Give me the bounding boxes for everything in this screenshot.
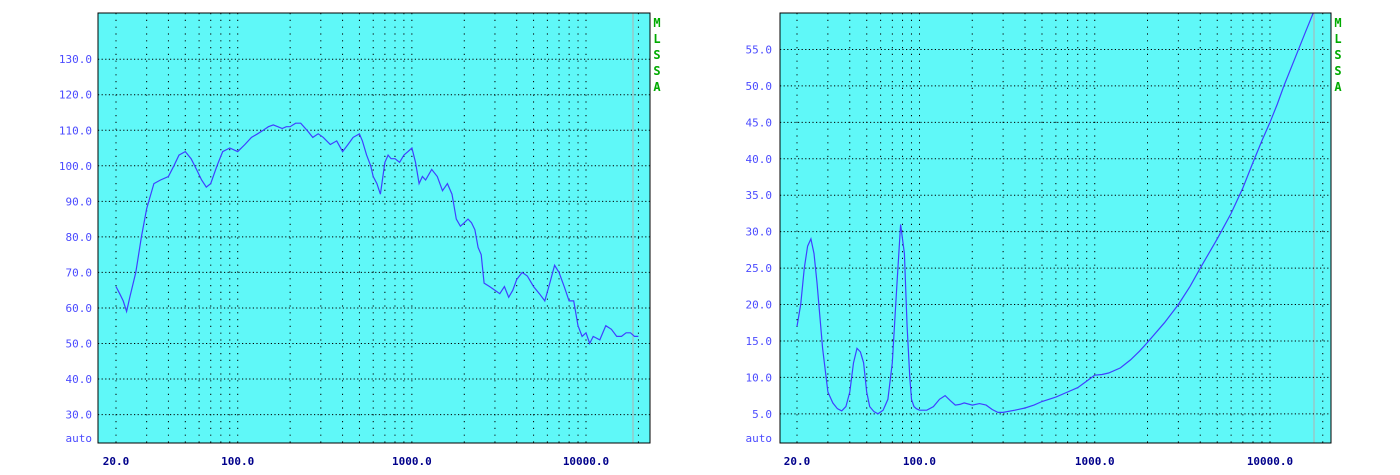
x-tick-label: 20.0 (784, 455, 811, 468)
y-tick-label: 30.0 (746, 226, 773, 239)
y-tick-label: 70.0 (66, 266, 93, 279)
y-auto-label: auto (746, 432, 773, 445)
series-line (115, 122, 639, 346)
y-tick-label: 25.0 (746, 262, 773, 275)
y-tick-label: 90.0 (66, 195, 93, 208)
y-tick-label: 130.0 (59, 53, 92, 66)
side-label-char: L (653, 32, 660, 46)
y-auto-label: auto (66, 432, 93, 445)
x-tick-label: 1000.0 (392, 455, 432, 468)
y-tick-label: 55.0 (746, 43, 773, 56)
y-tick-label: 50.0 (746, 80, 773, 93)
side-label-char: S (1334, 64, 1341, 78)
y-tick-label: 5.0 (752, 408, 772, 421)
y-tick-label: 120.0 (59, 89, 92, 102)
y-tick-label: 10.0 (746, 371, 773, 384)
y-tick-label: 60.0 (66, 302, 93, 315)
plot-frame (97, 12, 651, 444)
side-label-char: S (653, 48, 660, 62)
side-label-char: M (1334, 16, 1341, 30)
x-tick-label: 10000.0 (1247, 455, 1293, 468)
y-tick-label: 40.0 (746, 153, 773, 166)
y-tick-label: 50.0 (66, 337, 93, 350)
side-label-char: L (1334, 32, 1341, 46)
impedance-chart: 55.0 50.0 45.0 40.0 35.0 30.0 25.0 20.0 15.0 10.0… (746, 12, 1342, 468)
y-tick-label: 110.0 (59, 124, 92, 137)
x-tick-label: 20.0 (103, 455, 130, 468)
y-tick-label: 30.0 (66, 409, 93, 422)
plot-area (780, 13, 1331, 443)
y-tick-label: 40.0 (66, 373, 93, 386)
x-tick-label: 100.0 (221, 455, 254, 468)
spl-chart: 130.0 120.0 110.0 100.0 90.0 80.0 70.0 60.0 50.0… (59, 12, 661, 468)
y-tick-label: 20.0 (746, 299, 773, 312)
side-label-char: A (1334, 80, 1342, 94)
plot-area (98, 13, 650, 443)
side-label-char: S (653, 64, 660, 78)
y-tick-label: 80.0 (66, 231, 93, 244)
plot-frame (779, 12, 1332, 444)
y-tick-label: 35.0 (746, 189, 773, 202)
x-tick-label: 100.0 (903, 455, 936, 468)
x-tick-label: 10000.0 (563, 455, 609, 468)
y-tick-label: 45.0 (746, 116, 773, 129)
side-label-char: M (653, 16, 660, 30)
x-tick-label: 1000.0 (1075, 455, 1115, 468)
side-label-char: A (653, 80, 661, 94)
side-label-char: S (1334, 48, 1341, 62)
series-line (796, 13, 1314, 415)
y-tick-label: 15.0 (746, 335, 773, 348)
y-tick-label: 100.0 (59, 160, 92, 173)
